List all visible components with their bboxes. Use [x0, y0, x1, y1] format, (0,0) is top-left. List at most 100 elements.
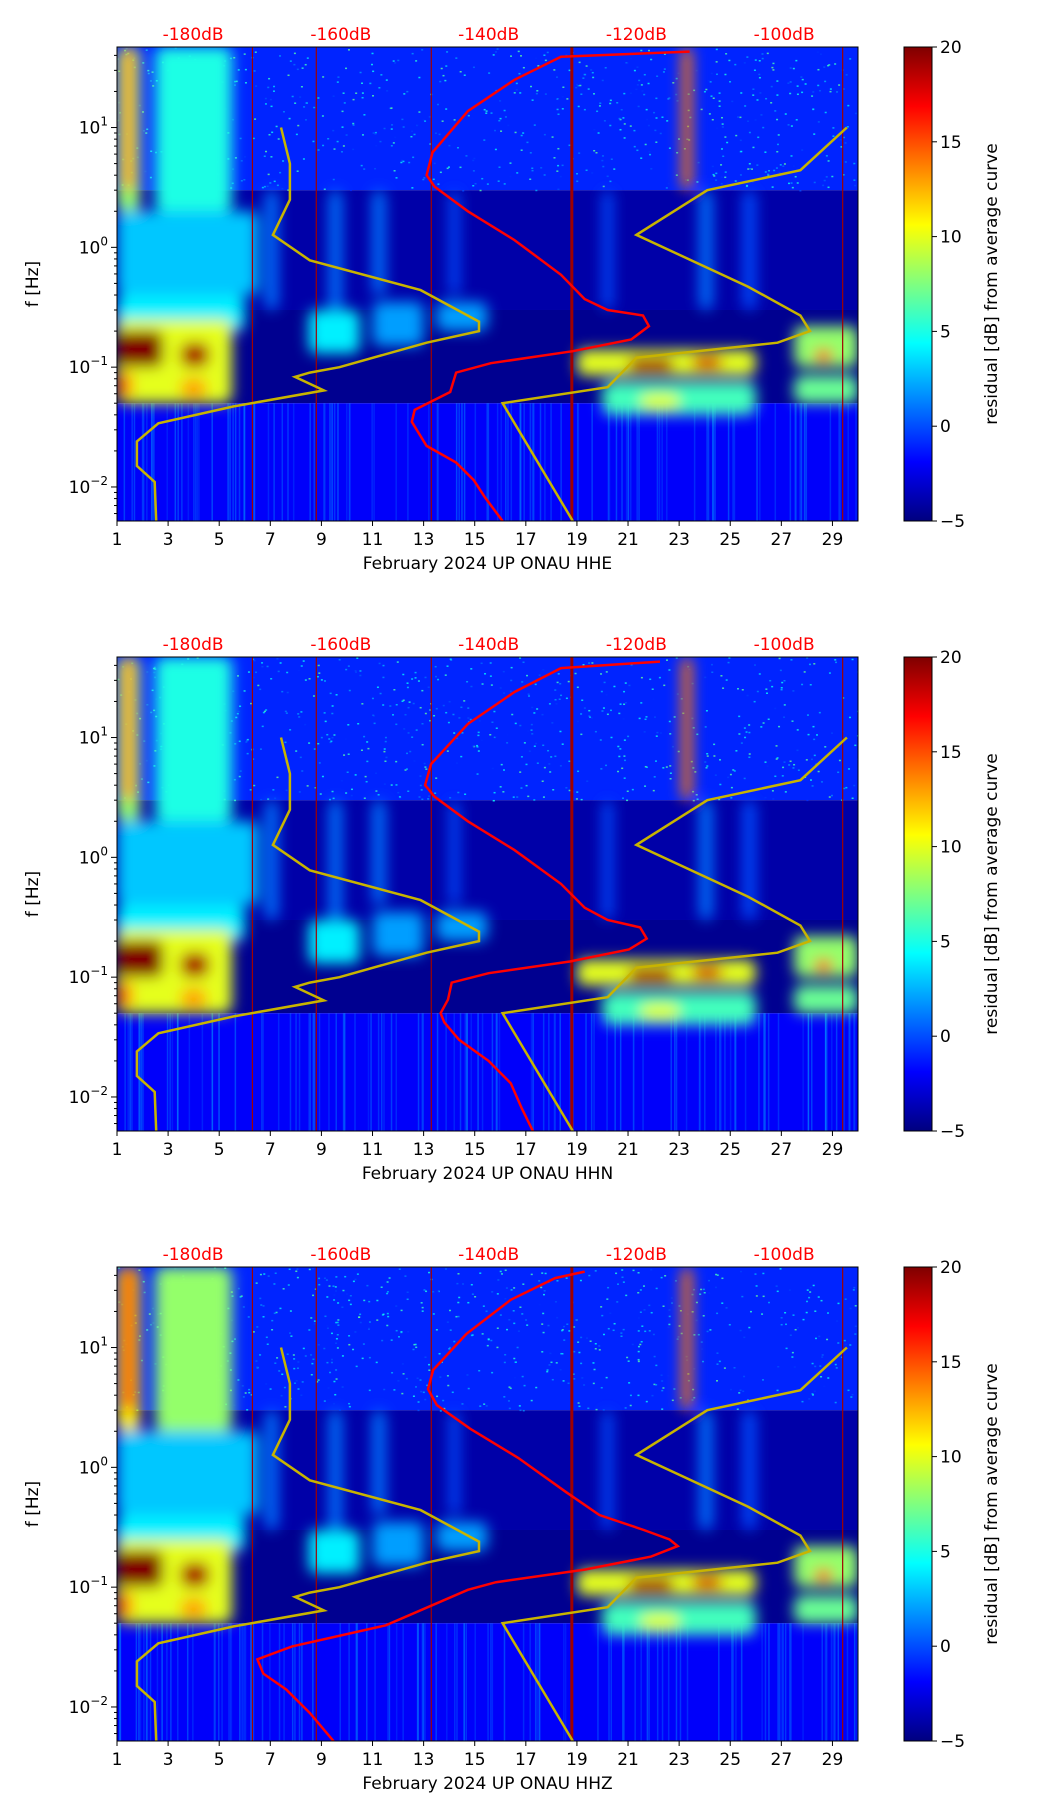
heatmap-cell	[646, 118, 649, 121]
heatmap-cell	[303, 106, 306, 108]
heatmap-cell	[700, 1288, 703, 1291]
heatmap-cell	[348, 1405, 351, 1408]
heatmap-streak	[648, 1623, 650, 1741]
heatmap-cell	[147, 72, 150, 75]
heatmap-streak	[727, 403, 730, 521]
heatmap-cell	[628, 684, 631, 687]
heatmap-cell	[295, 1270, 298, 1273]
db-scale-label: -100dB	[754, 25, 815, 45]
heatmap-cell	[326, 1296, 329, 1298]
heatmap-streak	[166, 1623, 168, 1741]
heatmap-cell	[824, 746, 827, 748]
heatmap-cell	[428, 1369, 431, 1371]
heatmap-cell	[283, 1386, 286, 1389]
heatmap-streak	[261, 1623, 264, 1741]
heatmap-feature	[699, 1410, 713, 1530]
heatmap-cell	[744, 105, 747, 107]
heatmap-feature	[436, 1521, 488, 1552]
heatmap-cell	[637, 1330, 640, 1332]
heatmap-cell	[467, 717, 470, 719]
db-scale-label: -140dB	[458, 1245, 519, 1265]
heatmap-streak	[348, 1623, 350, 1741]
heatmap-cell	[838, 84, 841, 86]
heatmap-cell	[141, 111, 144, 113]
heatmap-cell	[557, 164, 560, 167]
heatmap-streak	[331, 403, 334, 521]
heatmap-cell	[559, 765, 562, 767]
heatmap-cell	[234, 80, 237, 83]
heatmap-cell	[613, 1322, 616, 1325]
heatmap-cell	[447, 166, 450, 168]
heatmap-cell	[714, 774, 717, 776]
heatmap-cell	[589, 716, 592, 718]
heatmap-streak	[768, 1623, 770, 1741]
heatmap-cell	[323, 1400, 326, 1402]
heatmap-cell	[375, 772, 378, 775]
heatmap-cell	[265, 1383, 268, 1385]
y-tick-label: 10−2	[69, 474, 108, 498]
heatmap-cell	[640, 702, 643, 704]
y-axis-label: f [Hz]	[23, 871, 43, 917]
heatmap-feature	[794, 985, 858, 1014]
heatmap-cell	[519, 1306, 522, 1308]
heatmap-cell	[359, 1321, 362, 1324]
heatmap-cell	[554, 689, 557, 691]
heatmap-cell	[405, 1377, 408, 1380]
heatmap-cell	[678, 138, 681, 140]
heatmap-cell	[629, 125, 632, 127]
heatmap-streak	[383, 1013, 385, 1131]
heatmap-cell	[336, 81, 339, 83]
x-tick-label: 3	[163, 1140, 174, 1160]
heatmap-cell	[478, 1369, 481, 1372]
heatmap-cell	[602, 165, 605, 168]
heatmap-streak	[623, 1623, 625, 1741]
heatmap-cell	[580, 798, 583, 801]
heatmap-cell	[821, 146, 824, 148]
heatmap-cell	[372, 70, 375, 73]
heatmap-cell	[667, 182, 670, 185]
heatmap-cell	[633, 129, 636, 132]
heatmap-cell	[552, 789, 555, 791]
heatmap-streak	[830, 1623, 833, 1741]
heatmap-cell	[667, 1375, 670, 1377]
heatmap-cell	[406, 90, 409, 93]
heatmap-cell	[248, 1391, 251, 1394]
heatmap-streak	[839, 403, 842, 521]
heatmap-cell	[712, 97, 715, 99]
heatmap-cell	[237, 1287, 240, 1290]
heatmap-cell	[515, 82, 518, 85]
heatmap-cell	[526, 141, 529, 144]
heatmap-cell	[273, 85, 276, 88]
heatmap-cell	[346, 771, 349, 774]
heatmap-cell	[392, 60, 395, 62]
heatmap-cell	[697, 1333, 700, 1336]
heatmap-cell	[460, 706, 463, 709]
heatmap-cell	[818, 711, 821, 714]
heatmap-cell	[600, 1306, 603, 1308]
heatmap-cell	[708, 1279, 711, 1282]
heatmap-cell	[718, 105, 721, 107]
heatmap-streak	[139, 1013, 141, 1131]
heatmap-cell	[419, 706, 422, 709]
heatmap-cell	[609, 124, 612, 127]
heatmap-cell	[383, 748, 386, 750]
heatmap-cell	[487, 88, 490, 91]
heatmap-cell	[434, 132, 437, 135]
heatmap-cell	[361, 134, 364, 136]
heatmap-cell	[699, 1293, 702, 1295]
heatmap-streak	[780, 1623, 782, 1741]
heatmap-cell	[719, 759, 722, 761]
heatmap-streak	[344, 1013, 346, 1131]
heatmap-cell	[152, 1322, 155, 1324]
heatmap-streak	[463, 403, 466, 521]
heatmap-cell	[154, 676, 157, 679]
heatmap-cell	[262, 1305, 265, 1307]
heatmap-streak	[252, 1623, 255, 1741]
heatmap-cell	[549, 1352, 552, 1355]
heatmap-cell	[237, 675, 240, 677]
heatmap-cell	[479, 1272, 482, 1274]
heatmap-cell	[386, 90, 389, 92]
heatmap-feature	[117, 1431, 258, 1516]
heatmap-cell	[643, 1309, 646, 1311]
heatmap-cell	[324, 1315, 327, 1318]
